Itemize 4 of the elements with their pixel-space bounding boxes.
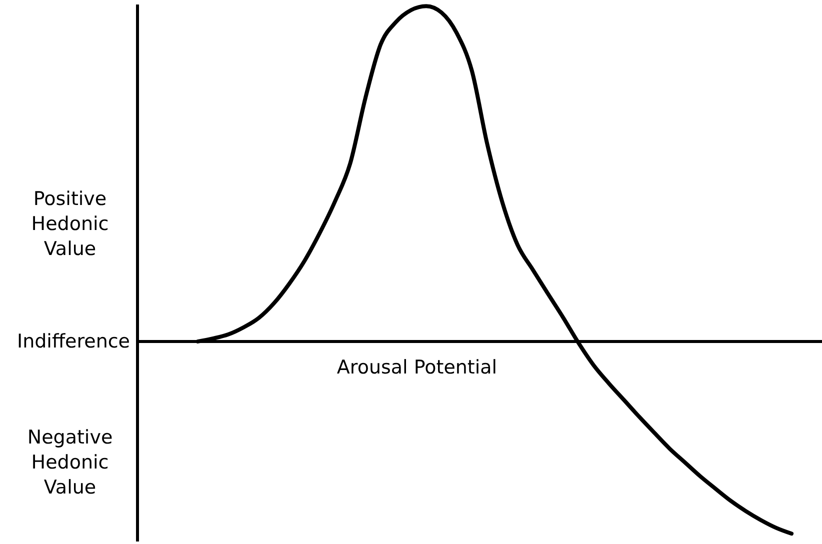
ref-line-label: Indifference: [16, 330, 130, 352]
text: Positive Hedonic Value: [31, 188, 109, 260]
x-axis-title: Arousal Potential: [336, 356, 498, 378]
text: Negative Hedonic Value: [27, 426, 113, 499]
